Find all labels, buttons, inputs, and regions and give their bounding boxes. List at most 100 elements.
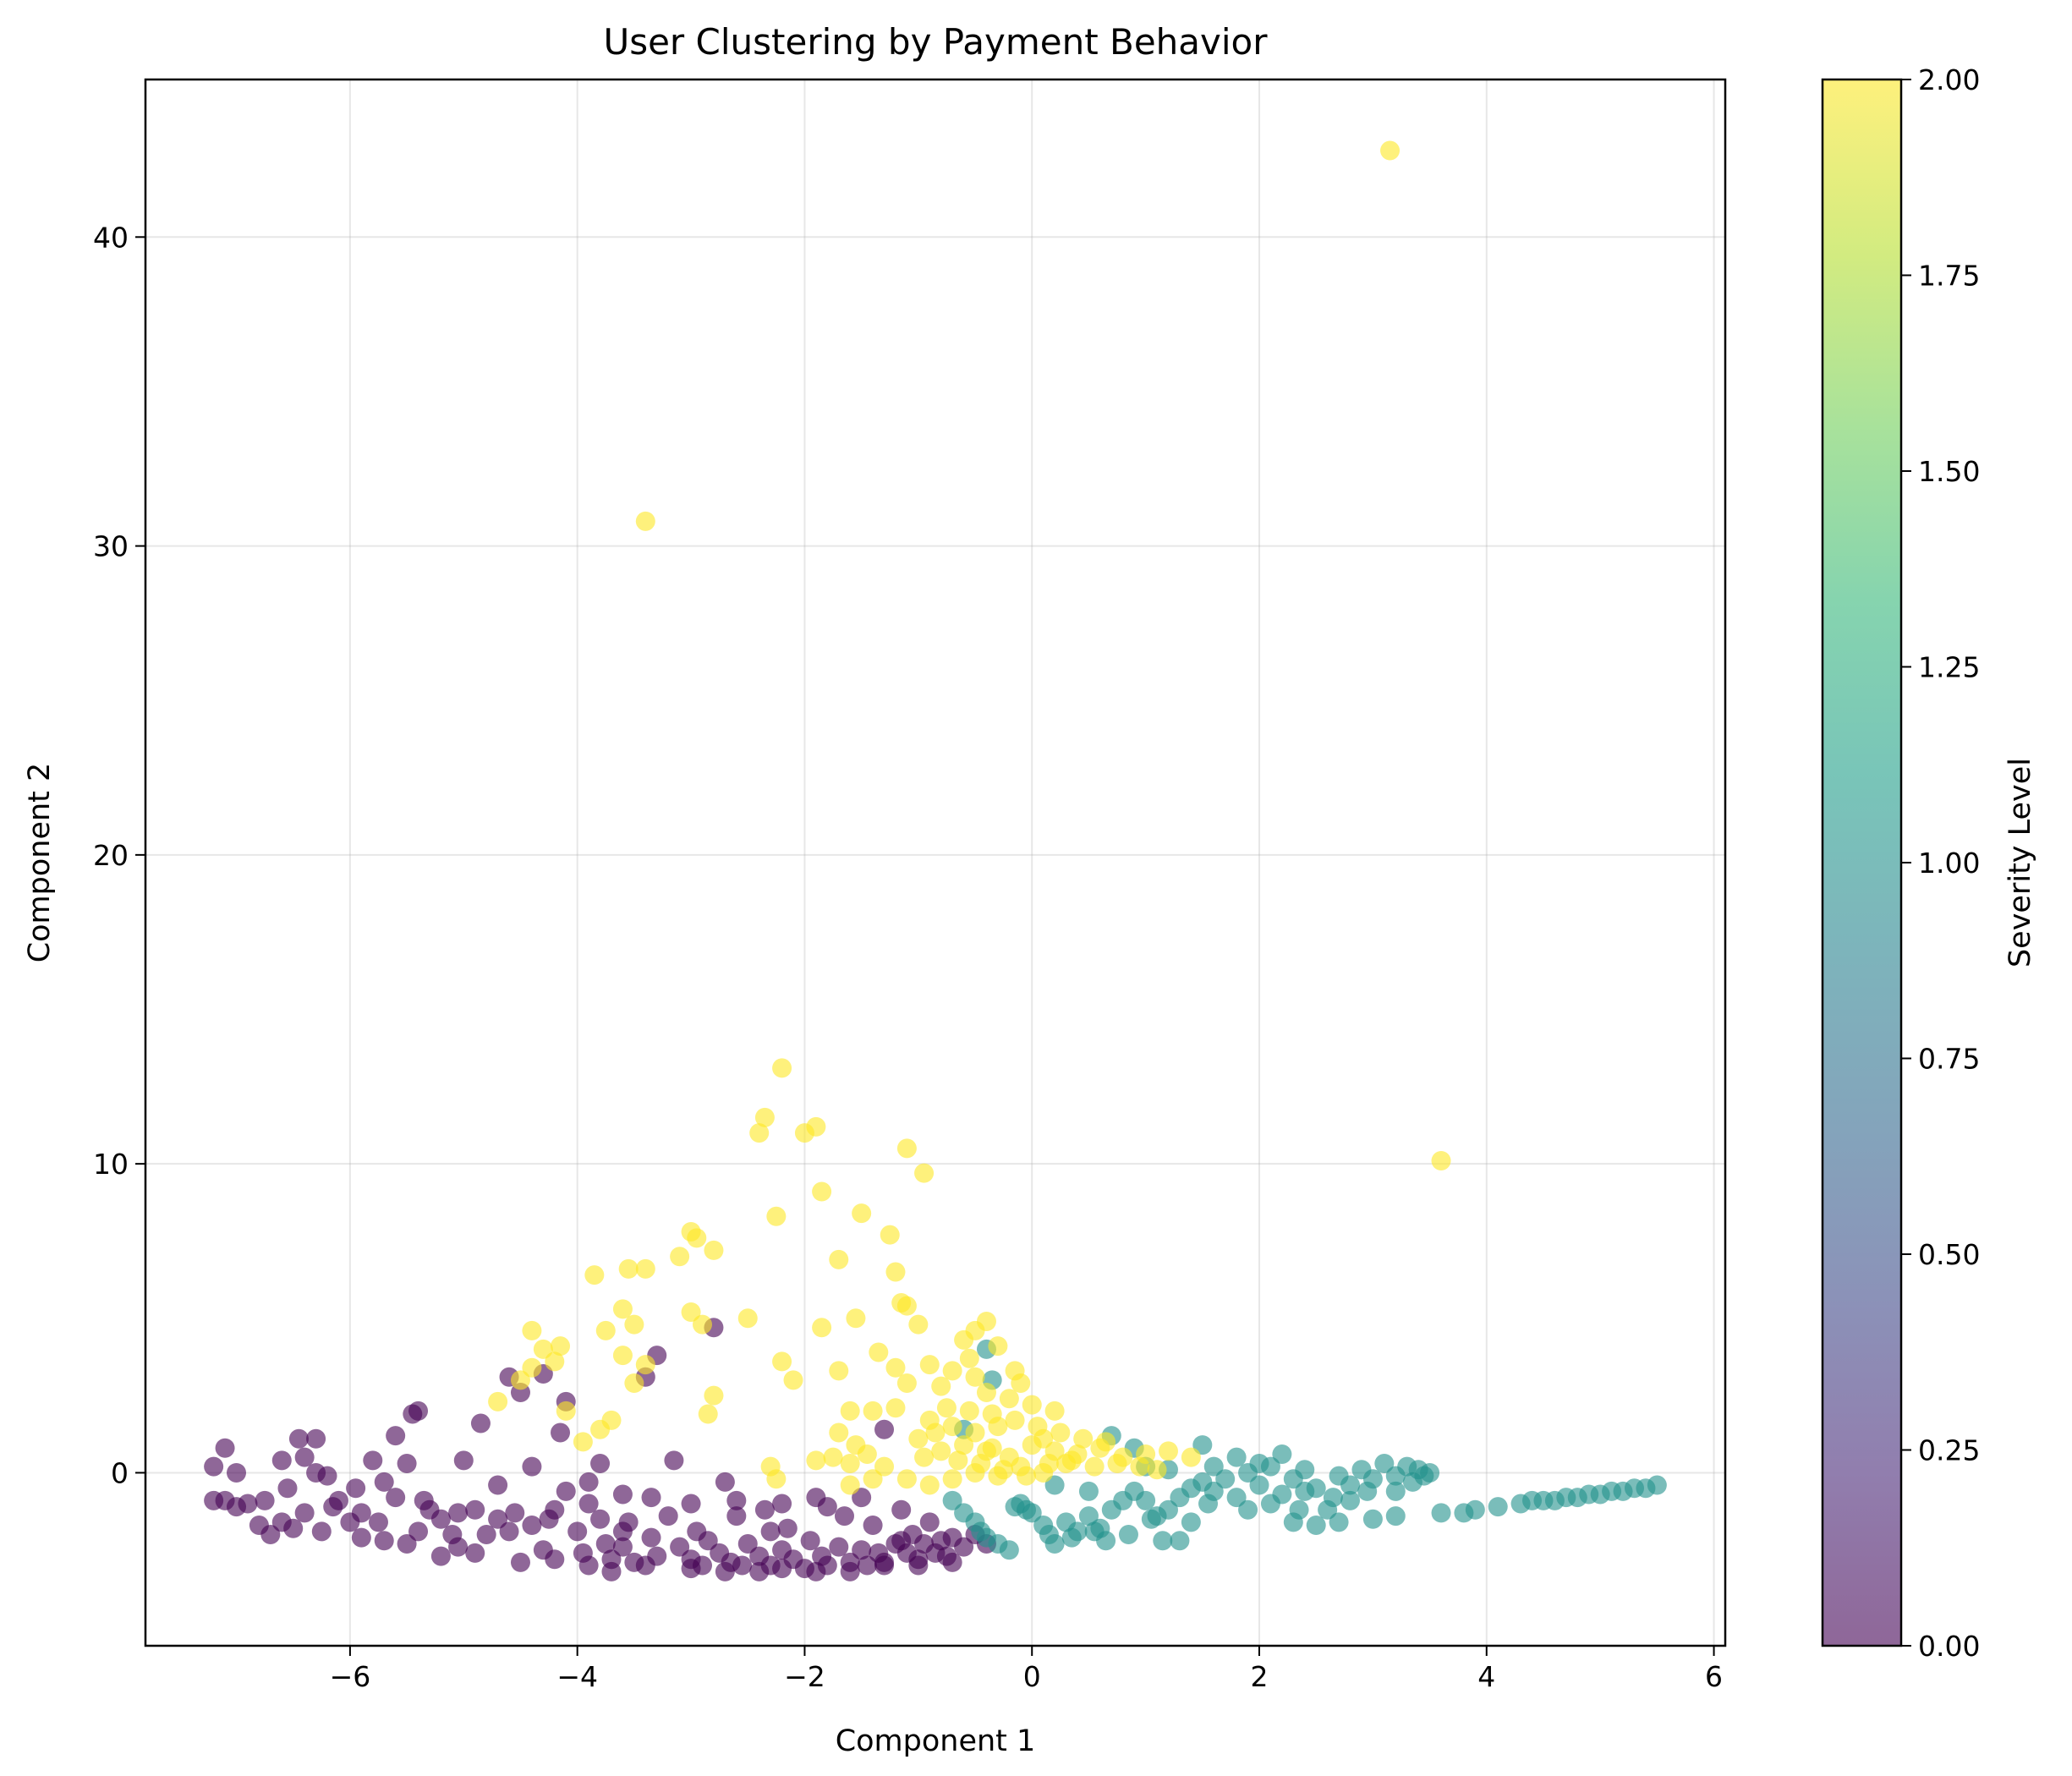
x-tick-label: 2 [1251,1660,1269,1693]
data-point [988,1336,1008,1357]
data-point [925,1422,946,1443]
data-point [982,1438,1002,1458]
data-point [852,1203,872,1224]
data-point [1362,1509,1383,1529]
data-point [812,1181,832,1202]
data-point [965,1367,985,1387]
data-point [846,1308,866,1329]
data-point [283,1518,304,1538]
data-point [238,1494,258,1514]
data-point [386,1488,406,1508]
data-point [612,1346,633,1366]
data-point [328,1490,348,1510]
colorbar-tick-label: 0.25 [1918,1434,1980,1467]
data-point [891,1293,912,1313]
colorbar-tick-label: 1.50 [1918,455,1980,488]
data-point [965,1422,985,1443]
x-axis-title: Component 1 [836,1724,1036,1758]
data-point [1118,1524,1138,1544]
data-point [1181,1512,1201,1532]
data-point [260,1524,281,1544]
data-point [1078,1506,1099,1527]
data-point [1488,1497,1508,1517]
data-point [465,1499,485,1520]
data-point [1022,1395,1042,1415]
grid-lines [145,79,1725,1646]
data-point [590,1509,611,1529]
data-point [368,1512,388,1532]
data-point [488,1509,508,1529]
data-point [578,1472,599,1492]
data-point [806,1116,826,1137]
data-point [806,1450,826,1471]
data-point [783,1370,803,1390]
data-point [994,1460,1014,1480]
y-tick-label: 10 [93,1148,129,1181]
data-point [1061,1527,1082,1548]
y-axis-title: Component 2 [23,763,57,963]
axes: −6 −4 −2 0 2 4 6 0 10 20 30 40 [93,221,1723,1693]
data-point [1096,1432,1116,1452]
data-point [1465,1499,1485,1520]
data-point [612,1537,633,1557]
data-point [976,1382,996,1402]
data-point [726,1490,747,1510]
data-point [277,1478,298,1499]
data-point [453,1450,474,1471]
colorbar-tick-label: 0.50 [1918,1238,1980,1271]
data-point [857,1444,877,1465]
data-point [1153,1531,1173,1551]
data-point [1329,1512,1349,1532]
data-point [567,1521,588,1542]
data-point [595,1320,616,1340]
colorbar-tick-label: 0.75 [1918,1043,1980,1076]
data-point [1192,1435,1213,1455]
data-point [1340,1475,1361,1495]
data-point [618,1258,639,1279]
data-point [681,1494,701,1514]
data-point [522,1456,542,1477]
data-point [777,1518,798,1538]
data-point [914,1163,935,1183]
data-point [896,1373,917,1394]
data-point [470,1413,491,1433]
x-tick-label: 6 [1705,1660,1723,1693]
x-tick-label: 4 [1477,1660,1495,1693]
data-point [522,1320,542,1340]
data-point [772,1351,792,1372]
data-point [908,1428,929,1449]
data-point [670,1537,690,1557]
data-point [1084,1456,1105,1477]
data-point [448,1503,469,1523]
data-point [590,1453,611,1473]
data-point [754,1107,775,1127]
chart-title: User Clustering by Payment Behavior [603,21,1268,63]
data-point [1011,1373,1031,1394]
data-point [829,1249,849,1269]
data-point [954,1537,974,1557]
data-point [726,1506,747,1527]
data-point [288,1428,309,1449]
data-point [812,1318,832,1338]
data-point [1226,1447,1247,1467]
data-point [1107,1453,1127,1473]
data-point [896,1469,917,1489]
data-point [999,1389,1019,1409]
data-point [1181,1447,1201,1467]
data-point [584,1265,605,1285]
data-point [885,1398,906,1418]
data-point [1380,140,1401,161]
data-point [681,1559,701,1579]
data-point [374,1472,394,1492]
data-point [488,1475,508,1495]
data-point [317,1466,337,1486]
data-point [1260,1494,1280,1514]
data-point [1431,1151,1451,1171]
data-point [1130,1456,1150,1477]
data-point [1323,1488,1343,1508]
data-point [896,1138,917,1159]
plot-background [145,79,1725,1646]
data-point [914,1447,935,1467]
data-point [1141,1509,1161,1529]
